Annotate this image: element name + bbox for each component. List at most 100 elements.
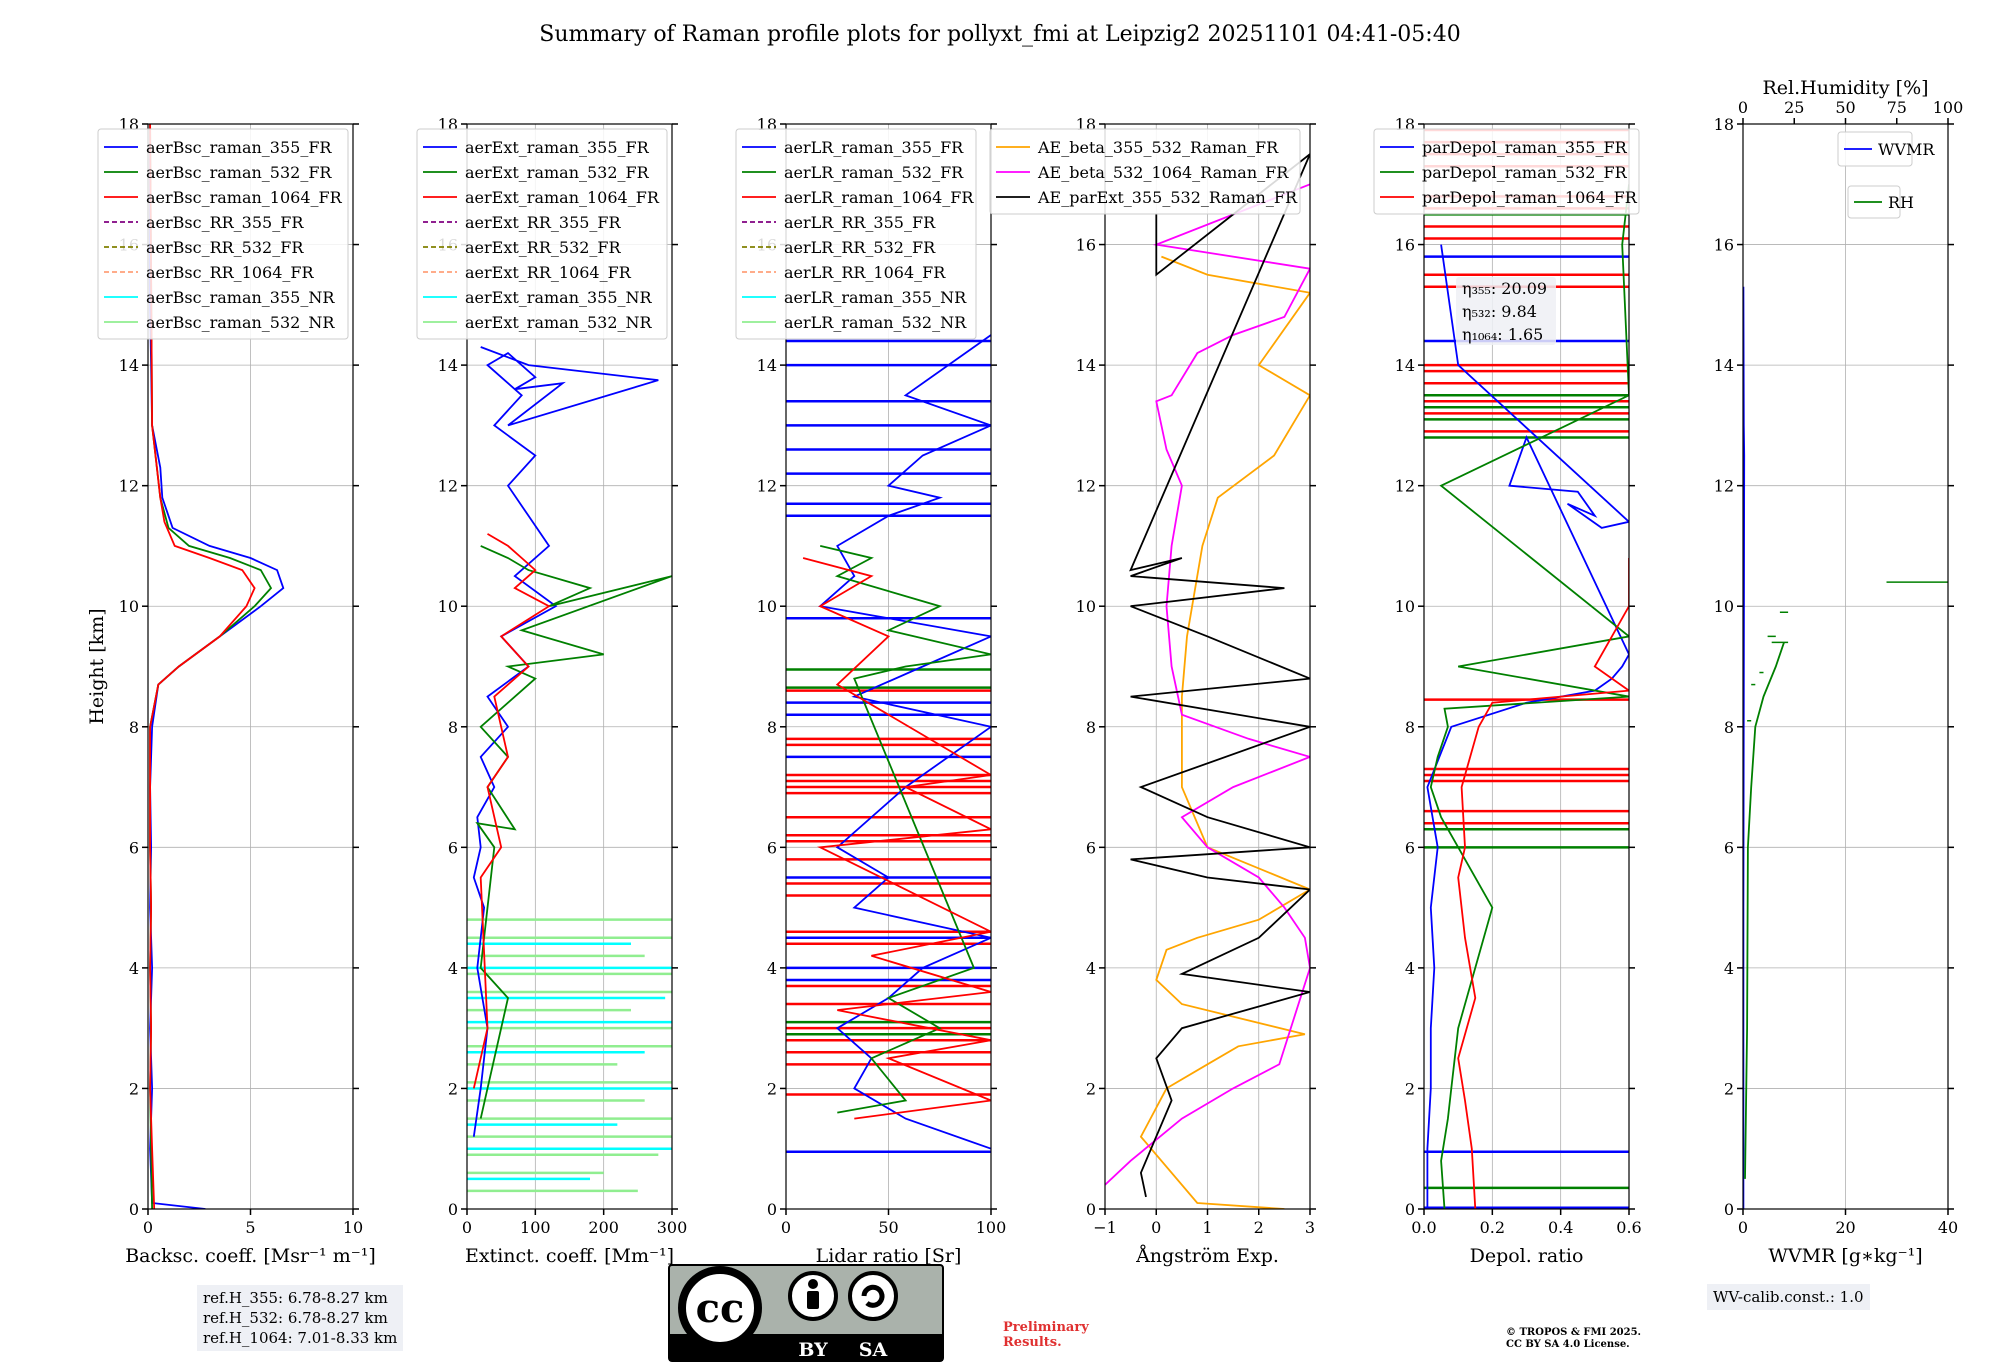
legend-label: aerLR_raman_532_FR: [784, 163, 964, 182]
series-aerExt_raman_532_FR: [475, 545, 672, 1119]
page-title: Summary of Raman profile plots for polly…: [539, 22, 1461, 47]
cc-icon: [678, 1266, 762, 1350]
legend-label: aerExt_RR_1064_FR: [465, 263, 632, 282]
legend-box: [1373, 128, 1640, 215]
y-tick-label: 8: [1724, 718, 1734, 737]
legend-label: aerExt_raman_355_NR: [465, 288, 653, 307]
plot-area-bsc: [149, 124, 285, 1209]
x-tick-label: 0: [781, 1218, 791, 1237]
x-tick-label: 0: [143, 1218, 153, 1237]
x-tick-label: 300: [657, 1218, 688, 1237]
preliminary-line-2: Results.: [1003, 1335, 1062, 1350]
y-tick-label: 8: [129, 718, 139, 737]
cc-by-sa-logo: cc BY SA: [668, 1264, 944, 1362]
legend-label: aerLR_raman_532_NR: [784, 313, 967, 332]
x-axis-label: WVMR [g∗kg⁻¹]: [1768, 1245, 1922, 1267]
y-tick-label: 16: [1714, 236, 1734, 255]
legend-box: [989, 128, 1301, 215]
x-tick-label: −1: [1093, 1218, 1117, 1237]
y-tick-label: 2: [448, 1079, 458, 1098]
legend-label: aerBsc_raman_1064_FR: [146, 188, 343, 207]
y-tick-label: 0: [1086, 1200, 1096, 1219]
y-tick-label: 12: [119, 477, 139, 496]
top-tick-label: 75: [1887, 98, 1907, 117]
y-tick-label: 10: [757, 597, 777, 616]
x-tick-label: 0.6: [1616, 1218, 1641, 1237]
by-body: [807, 1291, 819, 1309]
ref-height-355: ref.H_355: 6.78-8.27 km: [203, 1289, 388, 1307]
y-tick-label: 2: [1405, 1079, 1415, 1098]
legend-label: aerLR_RR_1064_FR: [784, 263, 946, 282]
cc-text: cc: [696, 1285, 745, 1332]
y-tick-label: 2: [1086, 1079, 1096, 1098]
x-tick-label: 20: [1835, 1218, 1855, 1237]
preliminary-note: Preliminary Results.: [1003, 1320, 1089, 1350]
panel-bsc: 0246810121416180510Backsc. coeff. [Msr⁻¹…: [86, 115, 376, 1267]
y-tick-label: 2: [767, 1079, 777, 1098]
y-tick-label: 10: [119, 597, 139, 616]
top-tick-label: 50: [1835, 98, 1855, 117]
series-parDepol_raman_1064_FR: [1457, 558, 1629, 1209]
series-aerLR_raman_532_FR: [819, 545, 991, 1114]
legend-label: aerBsc_raman_532_NR: [146, 313, 335, 332]
x-axis-label: Ångström Exp.: [1135, 1245, 1279, 1267]
y-tick-label: 0: [448, 1200, 458, 1219]
series-aerExt_raman_355_FR: [472, 346, 659, 1137]
x-tick-label: 100: [976, 1218, 1007, 1237]
x-tick-label: 0.2: [1480, 1218, 1505, 1237]
y-tick-label: 6: [1724, 838, 1734, 857]
legend-label: aerBsc_raman_355_NR: [146, 288, 335, 307]
sa-icon: [848, 1271, 898, 1321]
legend-label: aerExt_RR_355_FR: [465, 213, 622, 232]
x-tick-label: 0: [1151, 1218, 1161, 1237]
x-axis-label: Depol. ratio: [1470, 1245, 1584, 1267]
legend-label: parDepol_raman_532_FR: [1422, 163, 1628, 182]
series-aerBsc_raman_1064_FR: [149, 124, 256, 1209]
legend-label: aerBsc_raman_532_FR: [146, 163, 332, 182]
series-AE_beta_355_532_Raman_FR: [1139, 255, 1310, 1209]
legend-label: aerExt_RR_532_FR: [465, 238, 622, 257]
wv-calib-box: WV-calib.const.: 1.0: [1707, 1284, 1870, 1310]
y-tick-label: 8: [1086, 718, 1096, 737]
y-tick-label: 10: [1076, 597, 1096, 616]
y-tick-label: 4: [767, 959, 777, 978]
plot-area-lr: [786, 334, 991, 1153]
axes-frame: [466, 123, 673, 1210]
y-tick-label: 14: [438, 356, 458, 375]
y-tick-label: 12: [438, 477, 458, 496]
y-tick-label: 10: [1395, 597, 1415, 616]
y-tick-label: 6: [448, 838, 458, 857]
y-tick-label: 8: [448, 718, 458, 737]
x-tick-label: 3: [1305, 1218, 1315, 1237]
legend-label: aerBsc_RR_532_FR: [146, 238, 304, 257]
sa-arrow: [861, 1284, 885, 1308]
x-tick-label: 10: [343, 1218, 363, 1237]
legend-label: AE_beta_532_1064_Raman_FR: [1037, 163, 1289, 182]
y-tick-label: 4: [448, 959, 458, 978]
x-tick-label: 1: [1202, 1218, 1212, 1237]
legend-label: aerLR_raman_355_NR: [784, 288, 967, 307]
eta-annotation-line: η₃₅₅: 20.09: [1462, 279, 1547, 298]
y-tick-label: 6: [129, 838, 139, 857]
top-axis-label: Rel.Humidity [%]: [1762, 77, 1928, 99]
ref-height-box: ref.H_355: 6.78-8.27 km ref.H_532: 6.78-…: [197, 1285, 404, 1351]
y-tick-label: 14: [757, 356, 777, 375]
y-tick-label: 14: [1714, 356, 1734, 375]
x-tick-label: 0.4: [1548, 1218, 1573, 1237]
copyright-line-2: CC BY SA 4.0 License.: [1506, 1339, 1630, 1350]
legend-label: aerBsc_RR_1064_FR: [146, 263, 315, 282]
series-aerExt_raman_1064_FR: [472, 533, 551, 1089]
x-tick-label: 0: [1738, 1218, 1748, 1237]
axes-frame: [1104, 123, 1311, 1210]
series-parDepol_raman_532_FR: [1429, 184, 1629, 1209]
y-tick-label: 4: [129, 959, 139, 978]
legend-box: [416, 128, 668, 340]
sa-label: SA: [859, 1339, 888, 1361]
legend-box: [1837, 131, 1913, 167]
y-tick-label: 14: [1076, 356, 1096, 375]
eta-annotation-box: [1456, 277, 1556, 345]
